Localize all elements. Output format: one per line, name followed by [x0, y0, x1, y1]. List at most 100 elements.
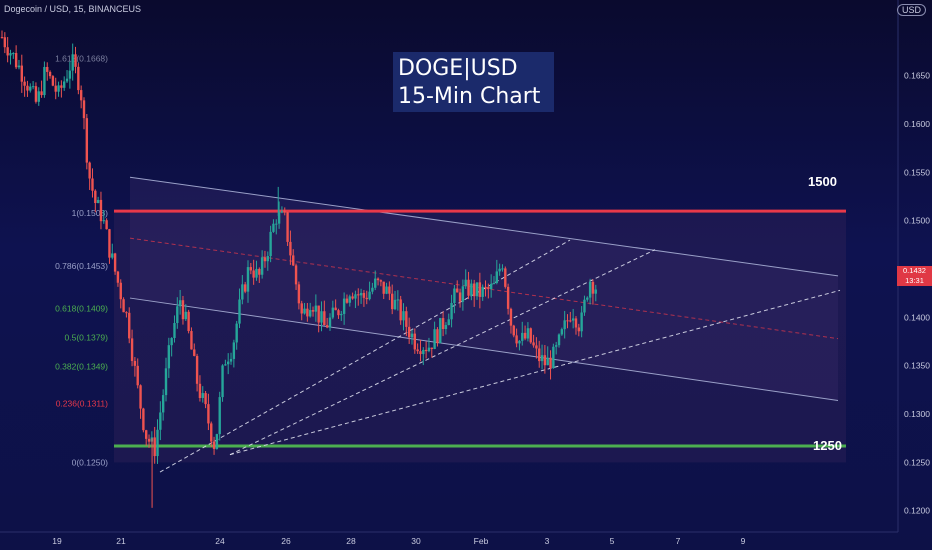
- candle-body-42: [119, 282, 122, 300]
- candle-body-182: [515, 335, 518, 344]
- candle-body-141: [399, 299, 402, 321]
- candle-body-166: [470, 283, 473, 296]
- candle-body-9: [26, 85, 29, 91]
- candle-body-40: [113, 253, 117, 272]
- candle-body-180: [509, 308, 513, 326]
- candle-body-71: [201, 393, 204, 398]
- candle-body-87: [246, 267, 250, 292]
- candle-body-146: [413, 333, 417, 350]
- candle-body-191: [540, 355, 544, 362]
- candle-body-43: [122, 299, 125, 313]
- x-tick-10: 9: [741, 536, 746, 546]
- candle-body-29: [82, 100, 86, 119]
- candle-body-20: [57, 85, 60, 92]
- candle-body-83: [235, 323, 238, 343]
- candle-body-133: [376, 278, 380, 281]
- candle-body-164: [464, 279, 467, 287]
- candle-body-203: [574, 318, 578, 328]
- fib-label-1: 1(0.1508): [72, 208, 109, 218]
- symbol-header: Dogecoin / USD, 15, BINANCEUS: [4, 4, 142, 14]
- candle-body-138: [390, 293, 394, 310]
- candle-body-2: [6, 47, 9, 56]
- candle-body-107: [303, 308, 306, 314]
- candle-body-181: [512, 325, 515, 336]
- candle-body-130: [368, 291, 371, 300]
- candle-body-89: [252, 270, 255, 278]
- candle-body-85: [241, 284, 244, 300]
- candle-body-21: [60, 85, 63, 88]
- candle-body-7: [20, 65, 23, 82]
- candle-body-165: [467, 279, 470, 296]
- candle-body-90: [255, 268, 258, 278]
- candle-body-122: [345, 298, 349, 303]
- candle-body-139: [393, 299, 397, 310]
- y-tick-7: 0.1300: [904, 409, 930, 419]
- candle-body-102: [289, 241, 292, 256]
- candle-body-200: [566, 320, 569, 322]
- y-tick-6: 0.1350: [904, 361, 930, 371]
- candle-body-143: [405, 311, 408, 327]
- candle-body-113: [320, 311, 323, 323]
- candle-body-132: [374, 278, 377, 288]
- candle-body-105: [297, 284, 301, 304]
- candle-body-28: [79, 90, 83, 101]
- candle-body-142: [402, 311, 405, 321]
- candle-body-208: [588, 281, 592, 298]
- x-tick-1: 21: [116, 536, 126, 546]
- candle-body-112: [317, 305, 320, 323]
- x-tick-3: 26: [281, 536, 291, 546]
- candle-body-30: [85, 118, 89, 163]
- candle-body-172: [487, 287, 490, 290]
- candle-body-6: [17, 65, 21, 68]
- candle-body-24: [68, 70, 72, 79]
- trendline-2: [229, 289, 841, 456]
- candle-body-185: [523, 332, 527, 339]
- candle-body-84: [238, 299, 241, 324]
- candle-body-1: [3, 37, 7, 48]
- candle-body-149: [422, 349, 425, 355]
- candle-body-108: [306, 308, 309, 317]
- candle-body-74: [210, 423, 213, 442]
- candle-body-64: [181, 300, 185, 320]
- candle-body-159: [450, 302, 453, 320]
- candle-body-120: [340, 313, 343, 316]
- candle-body-145: [410, 333, 414, 338]
- candle-body-106: [300, 303, 303, 314]
- candle-body-11: [31, 86, 35, 88]
- candle-body-157: [444, 325, 448, 330]
- candle-body-36: [102, 220, 105, 222]
- candle-body-32: [91, 178, 94, 191]
- candle-body-23: [65, 78, 69, 82]
- candle-body-125: [354, 294, 357, 299]
- candle-body-156: [441, 318, 445, 330]
- currency-scale-badge[interactable]: USD: [896, 4, 926, 16]
- candle-body-13: [37, 91, 40, 102]
- candle-body-147: [416, 349, 419, 352]
- candle-body-46: [130, 338, 134, 361]
- candle-body-170: [481, 286, 484, 297]
- chart-title-box: DOGE|USD 15-Min Chart: [393, 52, 554, 112]
- candle-body-199: [563, 320, 566, 330]
- candle-body-124: [351, 296, 354, 299]
- candle-body-202: [571, 318, 575, 321]
- candle-body-81: [229, 358, 233, 362]
- candle-body-55: [156, 429, 159, 457]
- candle-body-41: [116, 271, 120, 283]
- candle-body-52: [147, 438, 151, 442]
- support-label: 1250: [813, 438, 842, 453]
- candle-body-69: [195, 355, 199, 384]
- candle-body-189: [535, 345, 538, 349]
- candle-body-15: [43, 66, 46, 96]
- candle-body-27: [77, 66, 80, 91]
- y-tick-9: 0.1200: [904, 506, 930, 516]
- candle-body-161: [456, 288, 459, 293]
- candle-body-110: [311, 310, 315, 312]
- candle-body-56: [159, 412, 162, 430]
- candle-body-119: [337, 310, 340, 316]
- candle-body-66: [187, 311, 190, 332]
- fib-label-0: 1.618(0.1668): [55, 53, 108, 63]
- x-tick-8: 5: [610, 536, 615, 546]
- candle-body-70: [198, 383, 202, 398]
- fib-label-2: 0.786(0.1453): [55, 261, 108, 271]
